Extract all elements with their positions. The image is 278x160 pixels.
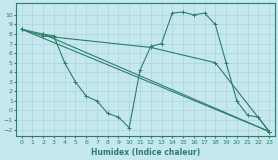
- X-axis label: Humidex (Indice chaleur): Humidex (Indice chaleur): [91, 148, 200, 156]
